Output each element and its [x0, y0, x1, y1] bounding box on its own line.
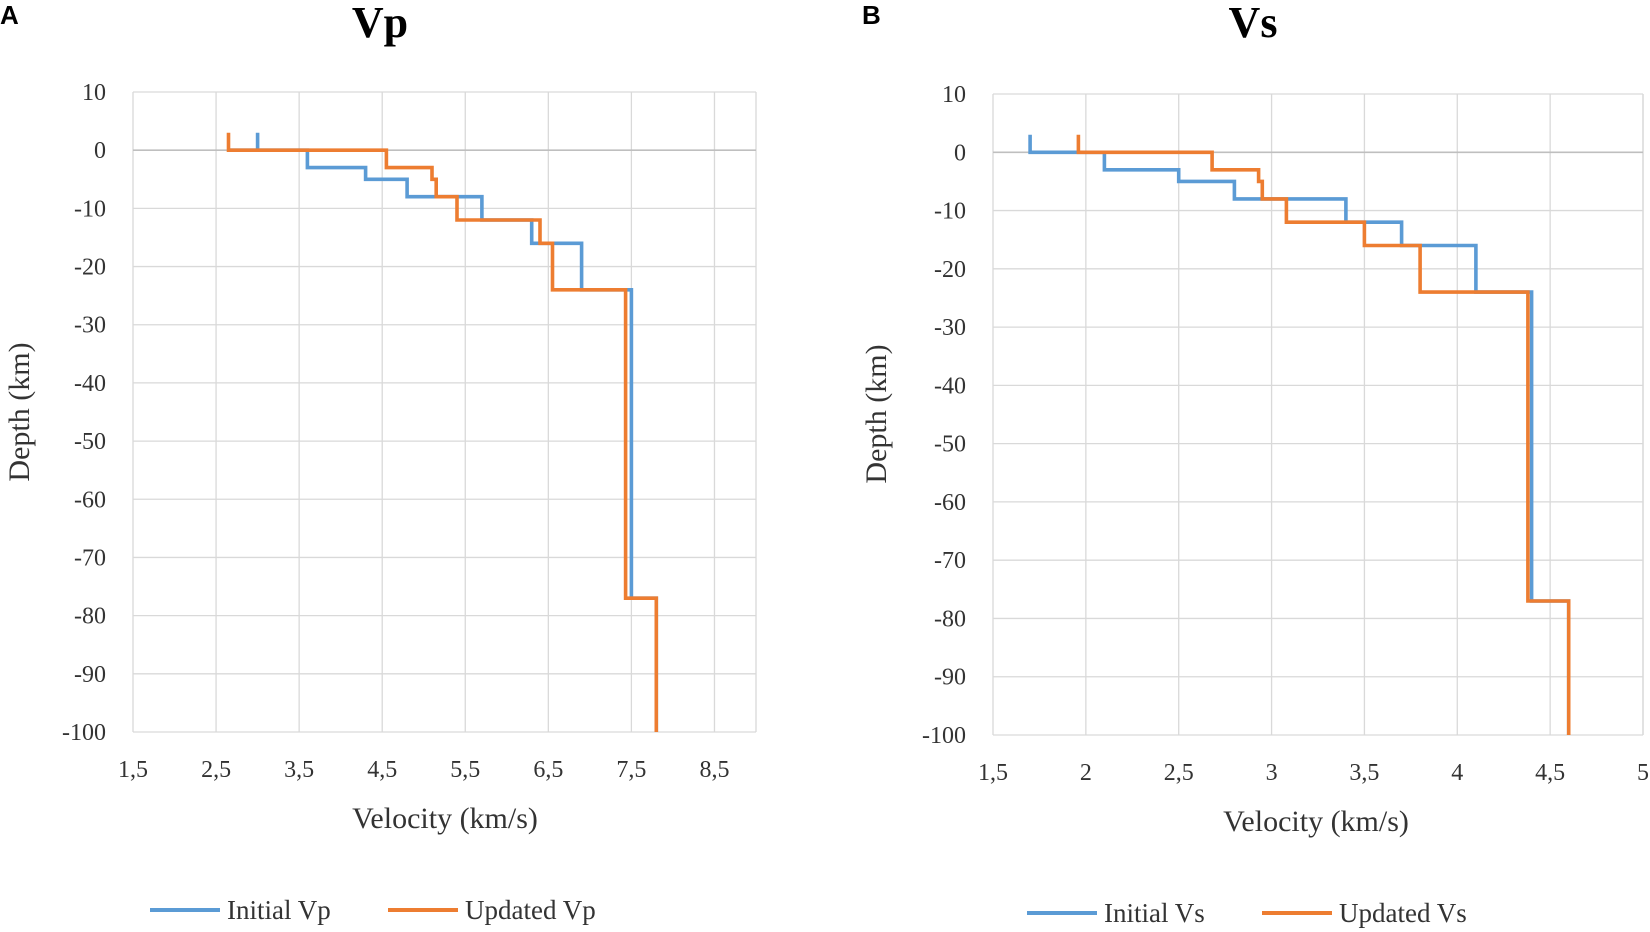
y-tick-label-vp: 10	[82, 80, 106, 106]
y-tick-label-vs: -40	[934, 373, 966, 399]
x-tick-label-vs: 3	[1266, 760, 1278, 786]
y-tick-label-vp: -50	[74, 429, 106, 455]
series-line-updated-vs	[1076, 134, 1571, 735]
y-tick-label-vs: -80	[934, 606, 966, 632]
y-tick-label-vp: -60	[74, 487, 106, 513]
y-tick-label-vs: -50	[934, 432, 966, 458]
series-line-initial-vp	[228, 132, 659, 732]
legend-label-updated-vs: Updated Vs	[1339, 898, 1467, 928]
y-tick-label-vs: -30	[934, 315, 966, 341]
y-tick-label-vp: -90	[74, 662, 106, 688]
legend-vp: Initial Vp Updated Vp	[150, 895, 596, 925]
y-axis-label-vs: Depth (km)	[860, 344, 893, 483]
x-tick-label-vs: 5	[1637, 760, 1649, 786]
y-tick-label-vs: 0	[954, 140, 966, 166]
plot-area-vp: 1,5 2,5 3,5 4,5 5,5 6,5 7,5 8,5 10 0 -10 -20 -30 -40 -…	[62, 80, 757, 783]
legend-vs: Initial Vs Updated Vs	[1027, 898, 1467, 928]
y-tick-label-vs: -10	[934, 199, 966, 225]
legend-label-initial-vs: Initial Vs	[1104, 898, 1205, 928]
y-tick-label-vp: -30	[74, 313, 106, 339]
x-axis-label-vp: Velocity (km/s)	[352, 802, 538, 835]
x-tick-label-vs: 4,5	[1535, 760, 1565, 786]
y-tick-label-vp: -80	[74, 604, 106, 630]
panel-b: B Vs 1,5 2 2,5 3 3,5 4 4,5 5 10 0 -10 -20 -30 -40 -50 -…	[860, 0, 1649, 928]
y-tick-label-vp: -20	[74, 255, 106, 281]
x-tick-label-vp: 8,5	[699, 757, 729, 783]
x-tick-label-vs: 4	[1451, 760, 1463, 786]
x-tick-label-vp: 7,5	[616, 757, 646, 783]
x-tick-label-vp: 6,5	[533, 757, 563, 783]
plot-area-vs: 1,5 2 2,5 3 3,5 4 4,5 5 10 0 -10 -20 -30 -40 -50 -60 -70…	[922, 82, 1649, 786]
x-tick-label-vs: 2,5	[1164, 760, 1194, 786]
x-tick-label-vp: 5,5	[450, 757, 480, 783]
legend-label-initial-vp: Initial Vp	[227, 895, 331, 925]
series-line-updated-vp	[226, 132, 659, 732]
y-tick-label-vs: -60	[934, 490, 966, 516]
x-tick-label-vp: 4,5	[367, 757, 397, 783]
y-tick-label-vp: -10	[74, 196, 106, 222]
y-tick-label-vp: -70	[74, 545, 106, 571]
x-axis-label-vs: Velocity (km/s)	[1223, 805, 1409, 838]
chart-title-vs: Vs	[1229, 0, 1278, 47]
y-tick-label-vs: -90	[934, 665, 966, 691]
y-tick-label-vs: -100	[922, 723, 966, 749]
y-tick-label-vs: 10	[942, 82, 966, 108]
x-tick-label-vs: 3,5	[1349, 760, 1379, 786]
panel-letter-b: B	[862, 0, 881, 30]
chart-title-vp: Vp	[352, 0, 408, 47]
x-tick-label-vs: 1,5	[978, 760, 1008, 786]
y-tick-label-vp: 0	[94, 138, 106, 164]
panel-a: A Vp 1,5 2,5 3,5 4,5 5,5 6,5 7,5 8,5 10 0 -10 -20 -3…	[0, 0, 757, 925]
y-tick-label-vp: -40	[74, 371, 106, 397]
y-axis-label-vp: Depth (km)	[3, 342, 36, 481]
x-tick-label-vp: 2,5	[201, 757, 231, 783]
y-tick-label-vp: -100	[62, 720, 106, 746]
x-tick-label-vp: 3,5	[284, 757, 314, 783]
y-tick-label-vs: -20	[934, 257, 966, 283]
series-line-initial-vs	[1028, 134, 1571, 735]
x-tick-label-vs: 2	[1080, 760, 1092, 786]
legend-label-updated-vp: Updated Vp	[465, 895, 596, 925]
y-tick-label-vs: -70	[934, 548, 966, 574]
panel-letter-a: A	[0, 0, 19, 30]
x-tick-label-vp: 1,5	[118, 757, 148, 783]
